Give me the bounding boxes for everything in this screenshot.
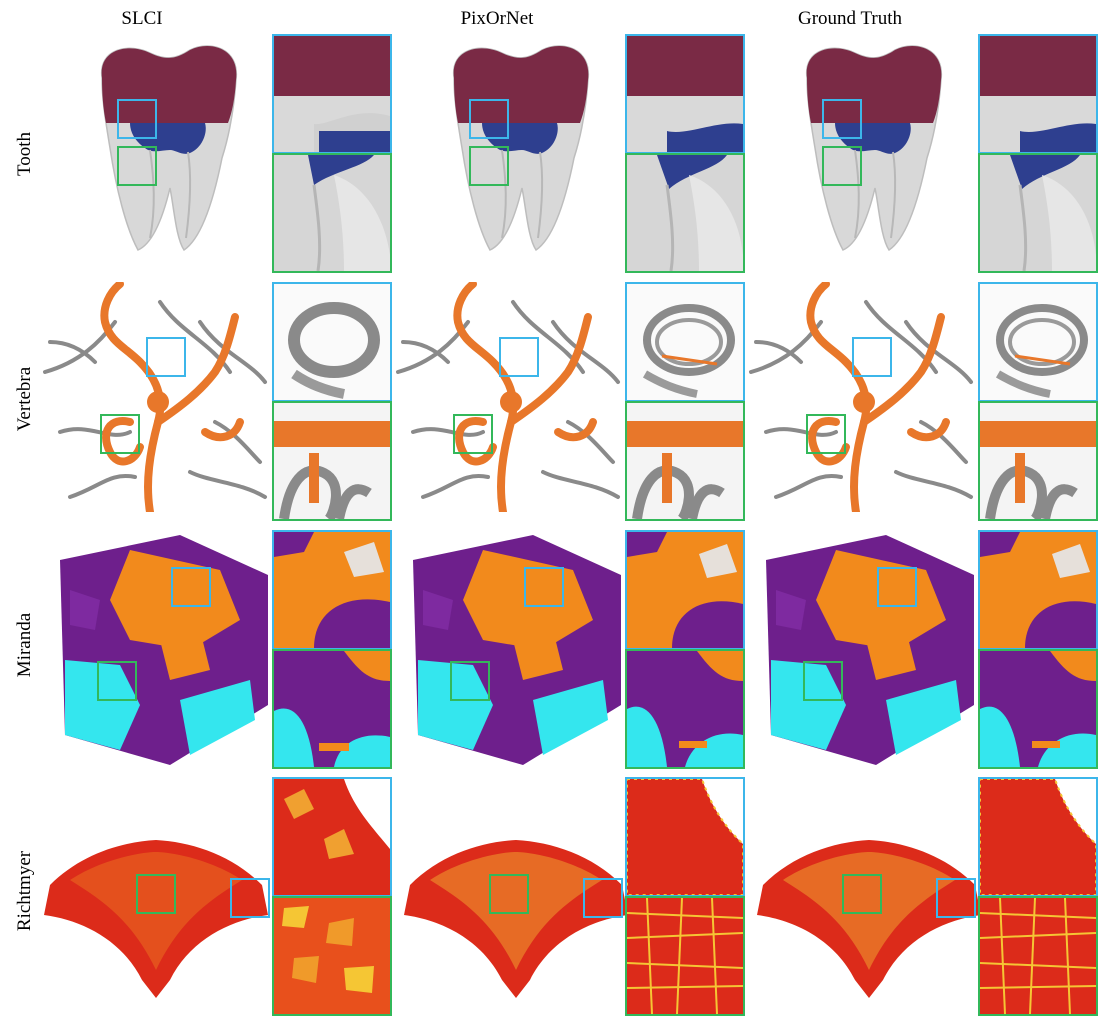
richtmyer-slci-render [40, 830, 272, 1000]
vertebra-pixornet-roi-green [453, 414, 493, 454]
richtmyer-ground-truth-roi-blue [936, 878, 976, 918]
tooth-slci-render [90, 38, 250, 258]
miranda-pixornet-roi-green [450, 661, 490, 701]
row-label-miranda: Miranda [14, 612, 35, 678]
miranda-ground-truth-roi-green [803, 661, 843, 701]
vertebra-ground-truth-zoom-green [978, 401, 1098, 521]
row-label-tooth: Tooth [14, 131, 35, 177]
vertebra-pixornet-render [393, 282, 623, 512]
vertebra-pixornet-roi-blue [499, 337, 539, 377]
vertebra-slci-render [40, 282, 270, 512]
miranda-slci-zoom-green [272, 649, 392, 769]
vertebra-ground-truth-roi-green [806, 414, 846, 454]
vertebra-slci-zoom-green [272, 401, 392, 521]
vertebra-pixornet-zoom-green [625, 401, 745, 521]
tooth-ground-truth-roi-green [822, 146, 862, 186]
richtmyer-pixornet-zoom-green [625, 896, 745, 1016]
vertebra-slci-roi-blue [146, 337, 186, 377]
tooth-pixornet-render [442, 38, 602, 258]
miranda-ground-truth-zoom-green [978, 649, 1098, 769]
richtmyer-ground-truth-zoom-blue [978, 777, 1098, 897]
tooth-pixornet-zoom-blue [625, 34, 745, 154]
richtmyer-pixornet-roi-green [489, 874, 529, 914]
tooth-ground-truth-roi-blue [822, 99, 862, 139]
richtmyer-pixornet-render [400, 830, 632, 1000]
miranda-pixornet-roi-blue [524, 567, 564, 607]
richtmyer-slci-zoom-green [272, 896, 392, 1016]
richtmyer-slci-roi-blue [230, 878, 270, 918]
tooth-slci-zoom-blue [272, 34, 392, 154]
tooth-ground-truth-zoom-green [978, 153, 1098, 273]
vertebra-ground-truth-render [746, 282, 976, 512]
miranda-slci-roi-green [97, 661, 137, 701]
miranda-ground-truth-roi-blue [877, 567, 917, 607]
richtmyer-slci-roi-green [136, 874, 176, 914]
richtmyer-pixornet-roi-blue [583, 878, 623, 918]
tooth-slci-roi-blue [117, 99, 157, 139]
row-label-vertebra: Vertebra [14, 366, 35, 432]
miranda-ground-truth-zoom-blue [978, 530, 1098, 650]
miranda-pixornet-render [393, 530, 623, 770]
column-title-slci: SLCI [121, 8, 163, 29]
vertebra-slci-zoom-blue [272, 282, 392, 402]
miranda-ground-truth-render [746, 530, 976, 770]
tooth-slci-roi-green [117, 146, 157, 186]
vertebra-slci-roi-green [100, 414, 140, 454]
row-label-richtmyer: Richtmyer [14, 850, 35, 932]
miranda-slci-zoom-blue [272, 530, 392, 650]
miranda-pixornet-zoom-green [625, 649, 745, 769]
column-title-ground-truth: Ground Truth [798, 8, 902, 29]
vertebra-ground-truth-zoom-blue [978, 282, 1098, 402]
miranda-slci-roi-blue [171, 567, 211, 607]
richtmyer-slci-zoom-blue [272, 777, 392, 897]
richtmyer-ground-truth-roi-green [842, 874, 882, 914]
richtmyer-ground-truth-zoom-green [978, 896, 1098, 1016]
tooth-pixornet-roi-green [469, 146, 509, 186]
miranda-slci-render [40, 530, 270, 770]
miranda-pixornet-zoom-blue [625, 530, 745, 650]
tooth-pixornet-zoom-green [625, 153, 745, 273]
column-title-pixornet: PixOrNet [460, 8, 534, 29]
tooth-ground-truth-render [795, 38, 955, 258]
tooth-pixornet-roi-blue [469, 99, 509, 139]
tooth-ground-truth-zoom-blue [978, 34, 1098, 154]
richtmyer-ground-truth-render [753, 830, 985, 1000]
vertebra-ground-truth-roi-blue [852, 337, 892, 377]
richtmyer-pixornet-zoom-blue [625, 777, 745, 897]
vertebra-pixornet-zoom-blue [625, 282, 745, 402]
tooth-slci-zoom-green [272, 153, 392, 273]
